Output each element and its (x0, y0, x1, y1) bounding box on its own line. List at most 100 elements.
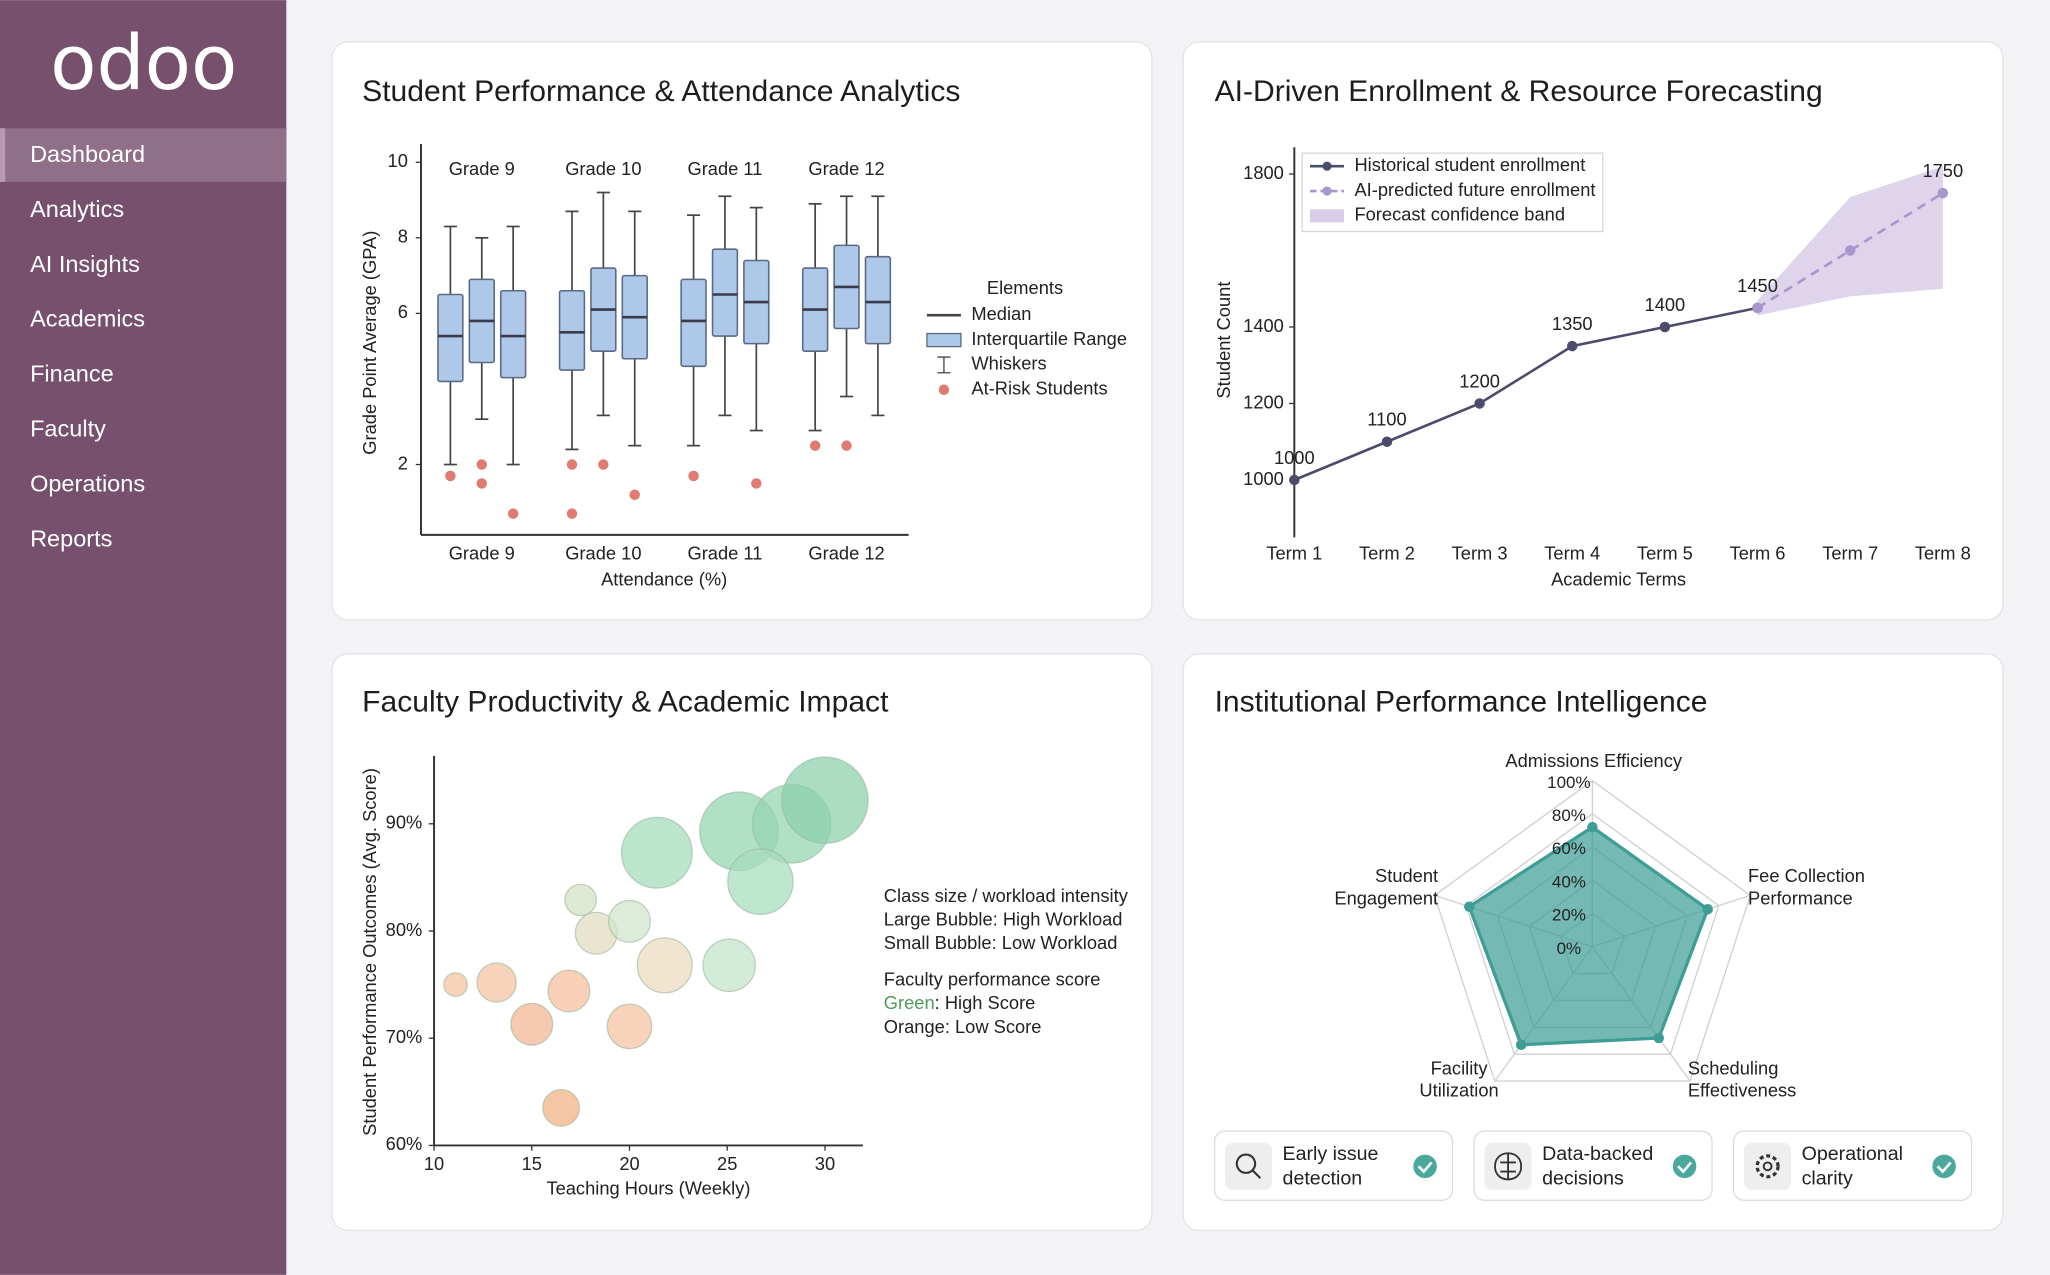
at-risk-point (476, 459, 488, 470)
badge-label: clarity (1802, 1168, 1853, 1190)
y-tick-label: 90% (386, 812, 423, 833)
nav-item[interactable]: Dashboard (30, 141, 145, 167)
nav-item[interactable]: AI Insights (30, 251, 140, 277)
legend-swatch (937, 356, 951, 374)
nav-item[interactable]: Academics (30, 306, 145, 332)
bubble (607, 899, 652, 943)
nav-item[interactable]: Finance (30, 361, 114, 387)
annotation: Class size / workload intensity (884, 885, 1129, 906)
at-risk-point (629, 489, 640, 500)
bubble (564, 883, 597, 917)
series-point (1289, 474, 1300, 486)
bubble (443, 972, 468, 998)
legend-label: At-Risk Students (971, 378, 1107, 399)
badge-box (1213, 1130, 1454, 1201)
nav-item[interactable]: Analytics (30, 196, 124, 222)
bubble (606, 1003, 653, 1050)
x-tick-label: Term 8 (1915, 542, 1971, 563)
iqr-box (680, 278, 707, 368)
series-point (1937, 187, 1949, 199)
bubble (781, 756, 869, 845)
at-risk-point (476, 478, 488, 489)
chart-title: Institutional Performance Intelligence (1215, 685, 1708, 718)
at-risk-point (566, 459, 578, 470)
bubble (510, 1002, 554, 1046)
logo: odoo (50, 19, 237, 107)
x-axis-label: Attendance (%) (601, 568, 727, 589)
data-label: 1450 (1737, 275, 1778, 296)
sidebar (0, 0, 287, 1275)
radar-axis-label: Utilization (1419, 1080, 1498, 1101)
badge-check-mark (1936, 1161, 1952, 1174)
group-label: Grade 12 (808, 158, 884, 179)
data-label: 1100 (1367, 409, 1406, 430)
x-tick-label: 10 (424, 1153, 444, 1174)
badge: Operational clarity (1732, 1130, 1973, 1201)
series-point (1381, 436, 1393, 447)
x-tick-label: Term 6 (1730, 542, 1786, 563)
y-tick-label: 1400 (1243, 315, 1284, 336)
badge-label: Early issue (1283, 1143, 1379, 1165)
radar-point (1515, 1039, 1527, 1050)
x-tick-label: Term 1 (1266, 542, 1322, 563)
y-tick-label: 8 (398, 226, 408, 247)
x-tick-label: Term 2 (1359, 542, 1415, 563)
at-risk-point (841, 440, 852, 451)
radar-axis-label: Effectiveness (1688, 1080, 1797, 1101)
r-tick-label: 100% (1547, 773, 1590, 792)
data-label: 1350 (1552, 313, 1593, 334)
group-label: Grade 10 (565, 158, 641, 179)
data-label: 1400 (1645, 294, 1686, 315)
bubble (547, 969, 591, 1013)
legend-swatch (1310, 209, 1345, 223)
x-tick-label: 15 (522, 1153, 542, 1174)
at-risk-point (566, 508, 578, 519)
legend-title: Elements (987, 277, 1063, 298)
radar-axis-label: Facility (1431, 1057, 1489, 1078)
radar-axis-label: Engagement (1334, 887, 1438, 908)
y-axis-label: Student Count (1213, 282, 1234, 399)
series-point (1752, 302, 1763, 314)
legend-label: AI-predicted future enrollment (1354, 179, 1595, 200)
annotation: Small Bubble: Low Workload (884, 932, 1118, 953)
radar-ring (1433, 779, 1752, 1082)
y-tick-label: 10 (388, 150, 408, 171)
bubble (702, 938, 756, 993)
bubble (620, 816, 693, 889)
series-line (1756, 192, 1944, 309)
r-tick-label: 0% (1557, 939, 1582, 958)
badge-check-mark (1417, 1161, 1433, 1174)
score-word: Green (884, 992, 935, 1013)
iqr-box (499, 289, 527, 379)
score-legend: Orange: Low Score (884, 1016, 1042, 1037)
r-tick-label: 20% (1552, 906, 1586, 925)
nav-item[interactable]: Reports (30, 525, 112, 551)
x-tick-label: Grade 11 (687, 542, 762, 563)
at-risk-point (598, 459, 609, 470)
y-axis-label: Student Performance Outcomes (Avg. Score… (359, 768, 380, 1136)
panel (331, 41, 1153, 621)
badge: Early issue detection (1213, 1130, 1454, 1201)
badge-label: Operational (1802, 1143, 1903, 1165)
x-tick-label: Term 5 (1637, 542, 1693, 563)
at-risk-point (809, 440, 821, 451)
legend-label: Forecast confidence band (1354, 204, 1565, 225)
iqr-box (437, 293, 464, 383)
y-tick-label: 60% (386, 1133, 423, 1154)
score-text: : High Score (935, 992, 1036, 1013)
bubble (727, 848, 794, 916)
nav-item[interactable]: Faculty (30, 415, 106, 441)
y-tick-label: 1200 (1243, 391, 1284, 412)
badge-check (1413, 1154, 1437, 1179)
nav-item[interactable]: Operations (30, 470, 145, 496)
x-tick-label: Grade 12 (808, 542, 884, 563)
x-tick-label: Grade 10 (565, 542, 641, 563)
icon-brain (1494, 1152, 1523, 1181)
radar-point (1587, 821, 1598, 833)
x-tick-label: Term 4 (1544, 542, 1600, 563)
group-label: Grade 9 (449, 158, 515, 179)
active-item-bar (0, 128, 6, 182)
icon-search (1235, 1153, 1262, 1179)
badge-check-mark (1677, 1161, 1693, 1174)
